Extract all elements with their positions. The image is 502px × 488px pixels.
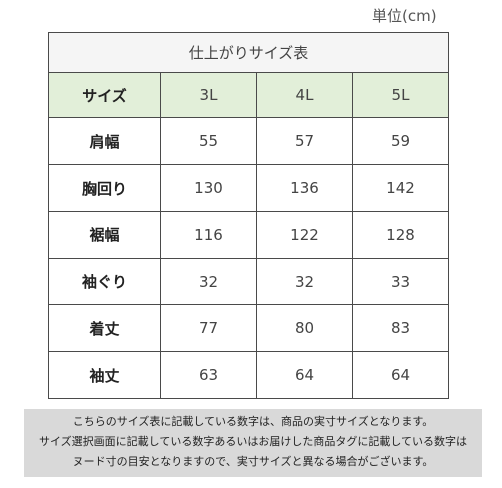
row-label-sleeve-length: 袖丈 (48, 351, 161, 399)
row-label-length: 着丈 (48, 304, 161, 353)
table-cell: 128 (352, 210, 449, 259)
note-line: こちらのサイズ表に記載している数字は、商品の実寸サイズとなります。 (72, 415, 434, 428)
table-cell: 57 (256, 117, 353, 166)
table-cell: 136 (256, 164, 353, 212)
table-row: 胸回り 130 136 142 (48, 164, 449, 212)
table-cell: 116 (160, 210, 257, 259)
table-row: 肩幅 55 57 59 (48, 117, 449, 166)
table-cell: 32 (256, 257, 353, 306)
table-cell: 77 (160, 304, 257, 353)
unit-label: 単位(cm) (372, 7, 437, 25)
table-cell: 59 (352, 117, 449, 166)
size-notes-box: こちらのサイズ表に記載している数字は、商品の実寸サイズとなります。 サイズ選択画… (24, 409, 482, 477)
table-row: 裾幅 116 122 128 (48, 210, 449, 259)
table-header-row: サイズ 3L 4L 5L (48, 71, 449, 119)
size-header-3l: 3L (160, 71, 257, 119)
size-chart-table: 仕上がりサイズ表 サイズ 3L 4L 5L 肩幅 55 57 59 胸回り 13… (48, 32, 449, 399)
size-header-5l: 5L (352, 71, 449, 119)
note-line: ヌード寸の目安となりますので、実寸サイズと異なる場合がございます。 (72, 455, 434, 468)
row-label-chest: 胸回り (48, 164, 161, 212)
table-cell: 64 (352, 351, 449, 399)
table-cell: 33 (352, 257, 449, 306)
table-cell: 80 (256, 304, 353, 353)
table-cell: 63 (160, 351, 257, 399)
table-cell: 142 (352, 164, 449, 212)
row-label-hem-width: 裾幅 (48, 210, 161, 259)
table-cell: 83 (352, 304, 449, 353)
note-line: サイズ選択画面に記載している数字あるいはお届けした商品タグに記載している数字は (38, 435, 467, 448)
row-label-shoulder-width: 肩幅 (48, 117, 161, 166)
size-header-label: サイズ (48, 71, 161, 119)
table-title: 仕上がりサイズ表 (48, 32, 449, 73)
table-title-row: 仕上がりサイズ表 (48, 32, 449, 73)
row-label-armhole: 袖ぐり (48, 257, 161, 306)
table-cell: 55 (160, 117, 257, 166)
table-cell: 122 (256, 210, 353, 259)
table-row: 着丈 77 80 83 (48, 304, 449, 353)
table-row: 袖丈 63 64 64 (48, 351, 449, 399)
table-cell: 130 (160, 164, 257, 212)
table-cell: 32 (160, 257, 257, 306)
table-row: 袖ぐり 32 32 33 (48, 257, 449, 306)
table-cell: 64 (256, 351, 353, 399)
size-header-4l: 4L (256, 71, 353, 119)
